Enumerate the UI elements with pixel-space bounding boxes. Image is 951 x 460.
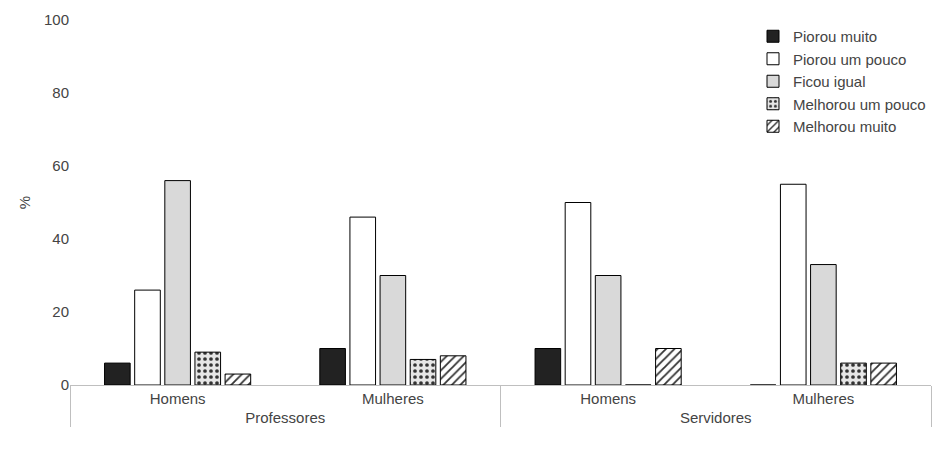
svg-text:Mulheres: Mulheres <box>362 390 424 407</box>
svg-text:20: 20 <box>52 303 69 320</box>
svg-text:Mulheres: Mulheres <box>793 390 855 407</box>
svg-text:60: 60 <box>52 157 69 174</box>
svg-text:Melhorou muito: Melhorou muito <box>793 118 896 135</box>
svg-text:Melhorou um pouco: Melhorou um pouco <box>793 96 926 113</box>
svg-text:Servidores: Servidores <box>680 409 752 426</box>
svg-text:%: % <box>16 196 33 209</box>
svg-text:0: 0 <box>61 376 69 393</box>
svg-text:Professores: Professores <box>245 409 325 426</box>
svg-text:100: 100 <box>44 11 69 28</box>
svg-text:Homens: Homens <box>580 390 636 407</box>
svg-text:Piorou muito: Piorou muito <box>793 28 877 45</box>
svg-text:Homens: Homens <box>150 390 206 407</box>
svg-text:40: 40 <box>52 230 69 247</box>
svg-text:80: 80 <box>52 84 69 101</box>
svg-text:Piorou um pouco: Piorou um pouco <box>793 51 906 68</box>
svg-text:Ficou igual: Ficou igual <box>793 73 866 90</box>
